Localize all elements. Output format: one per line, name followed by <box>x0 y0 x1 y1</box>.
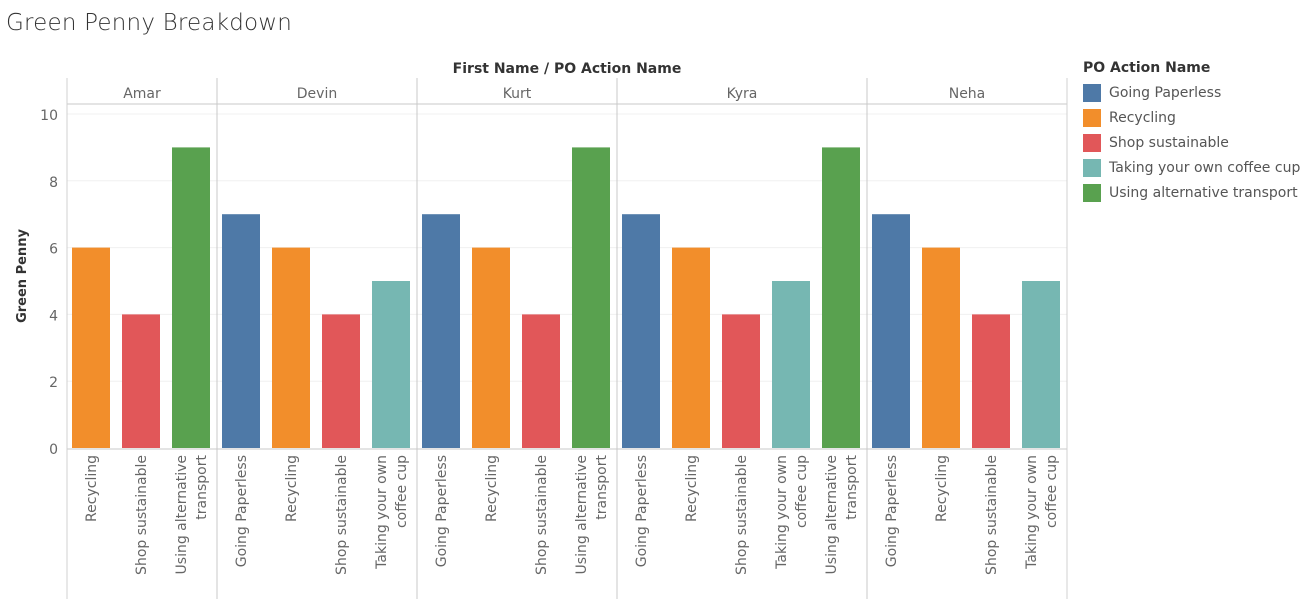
x-tick-label: Recycling <box>484 455 500 522</box>
legend-swatch <box>1083 133 1101 152</box>
column-header: First Name / PO Action Name <box>453 61 682 77</box>
x-tick-label: Recycling <box>84 455 100 522</box>
y-tick-label: 4 <box>49 308 58 324</box>
legend-swatch <box>1083 108 1101 127</box>
legend-swatch <box>1083 83 1101 102</box>
x-tick-label: coffee cup <box>794 455 810 528</box>
group-label-devin: Devin <box>297 86 337 102</box>
x-tick-label: transport <box>194 455 210 520</box>
x-tick-label: Taking your own <box>1024 455 1040 570</box>
x-tick-label: Going Paperless <box>884 455 900 567</box>
x-tick-label: Shop sustainable <box>734 455 750 575</box>
x-tick-label: Recycling <box>684 455 700 522</box>
bar-neha-taking-your-own-coffee-cup <box>1022 281 1060 448</box>
bar-kyra-shop-sustainable <box>722 314 760 448</box>
legend-label: Using alternative transport <box>1109 184 1298 201</box>
x-tick-label: Going Paperless <box>434 455 450 567</box>
x-tick-label: coffee cup <box>1044 455 1060 528</box>
bar-kurt-recycling <box>472 247 510 448</box>
group-label-kyra: Kyra <box>727 86 758 102</box>
bar-kyra-going-paperless <box>622 214 660 448</box>
bar-amar-using-alternative-transport <box>172 147 210 448</box>
bar-kyra-taking-your-own-coffee-cup <box>772 281 810 448</box>
x-tick-label: Using alternative <box>824 455 840 574</box>
bar-amar-shop-sustainable <box>122 314 160 448</box>
bar-kyra-recycling <box>672 247 710 448</box>
x-tick-label: Going Paperless <box>634 455 650 567</box>
x-tick-label: Going Paperless <box>234 455 250 567</box>
x-tick-label: coffee cup <box>394 455 410 528</box>
group-label-amar: Amar <box>123 86 161 102</box>
y-tick-label: 2 <box>49 375 58 391</box>
legend-label: Going Paperless <box>1109 84 1222 101</box>
legend-item[interactable]: Taking your own coffee cup <box>1083 155 1309 180</box>
y-axis-title: Green Penny <box>15 229 30 323</box>
legend-swatch <box>1083 158 1101 177</box>
legend-item[interactable]: Recycling <box>1083 105 1309 130</box>
y-tick-label: 6 <box>49 242 58 258</box>
bar-kyra-using-alternative-transport <box>822 147 860 448</box>
bar-devin-shop-sustainable <box>322 314 360 448</box>
legend-label: Taking your own coffee cup <box>1109 159 1301 176</box>
x-tick-label: Using alternative <box>174 455 190 574</box>
bar-neha-going-paperless <box>872 214 910 448</box>
group-label-kurt: Kurt <box>503 86 532 102</box>
bar-kurt-using-alternative-transport <box>572 147 610 448</box>
bar-kurt-going-paperless <box>422 214 460 448</box>
y-tick-label: 8 <box>49 175 58 191</box>
bar-devin-going-paperless <box>222 214 260 448</box>
legend-item[interactable]: Going Paperless <box>1083 80 1309 105</box>
legend-label: Shop sustainable <box>1109 134 1229 151</box>
bar-devin-taking-your-own-coffee-cup <box>372 281 410 448</box>
bar-neha-shop-sustainable <box>972 314 1010 448</box>
bar-neha-recycling <box>922 247 960 448</box>
y-tick-label: 10 <box>40 108 58 124</box>
legend-item[interactable]: Shop sustainable <box>1083 130 1309 155</box>
legend-swatch <box>1083 183 1101 202</box>
x-tick-label: Taking your own <box>374 455 390 570</box>
legend: PO Action Name Going Paperless Recycling S… <box>1083 60 1309 205</box>
bar-devin-recycling <box>272 247 310 448</box>
legend-items: Going Paperless Recycling Shop sustainable… <box>1083 80 1309 205</box>
legend-item[interactable]: Using alternative transport <box>1083 180 1309 205</box>
x-tick-label: Recycling <box>934 455 950 522</box>
bar-kurt-shop-sustainable <box>522 314 560 448</box>
y-tick-label: 0 <box>49 442 58 458</box>
x-tick-label: Shop sustainable <box>984 455 1000 575</box>
legend-title: PO Action Name <box>1083 60 1211 76</box>
x-tick-label: Shop sustainable <box>134 455 150 575</box>
x-tick-label: Shop sustainable <box>334 455 350 575</box>
x-tick-label: transport <box>594 455 610 520</box>
chart-title: Green Penny Breakdown <box>6 10 293 36</box>
legend-label: Recycling <box>1109 109 1176 126</box>
x-tick-label: transport <box>844 455 860 520</box>
x-tick-label: Taking your own <box>774 455 790 570</box>
bar-amar-recycling <box>72 247 110 448</box>
bar-chart: First Name / PO Action Name Amar Devin Kurt… <box>15 61 1068 599</box>
x-tick-label: Shop sustainable <box>534 455 550 575</box>
x-tick-label: Recycling <box>284 455 300 522</box>
group-label-neha: Neha <box>949 86 986 102</box>
x-tick-label: Using alternative <box>574 455 590 574</box>
